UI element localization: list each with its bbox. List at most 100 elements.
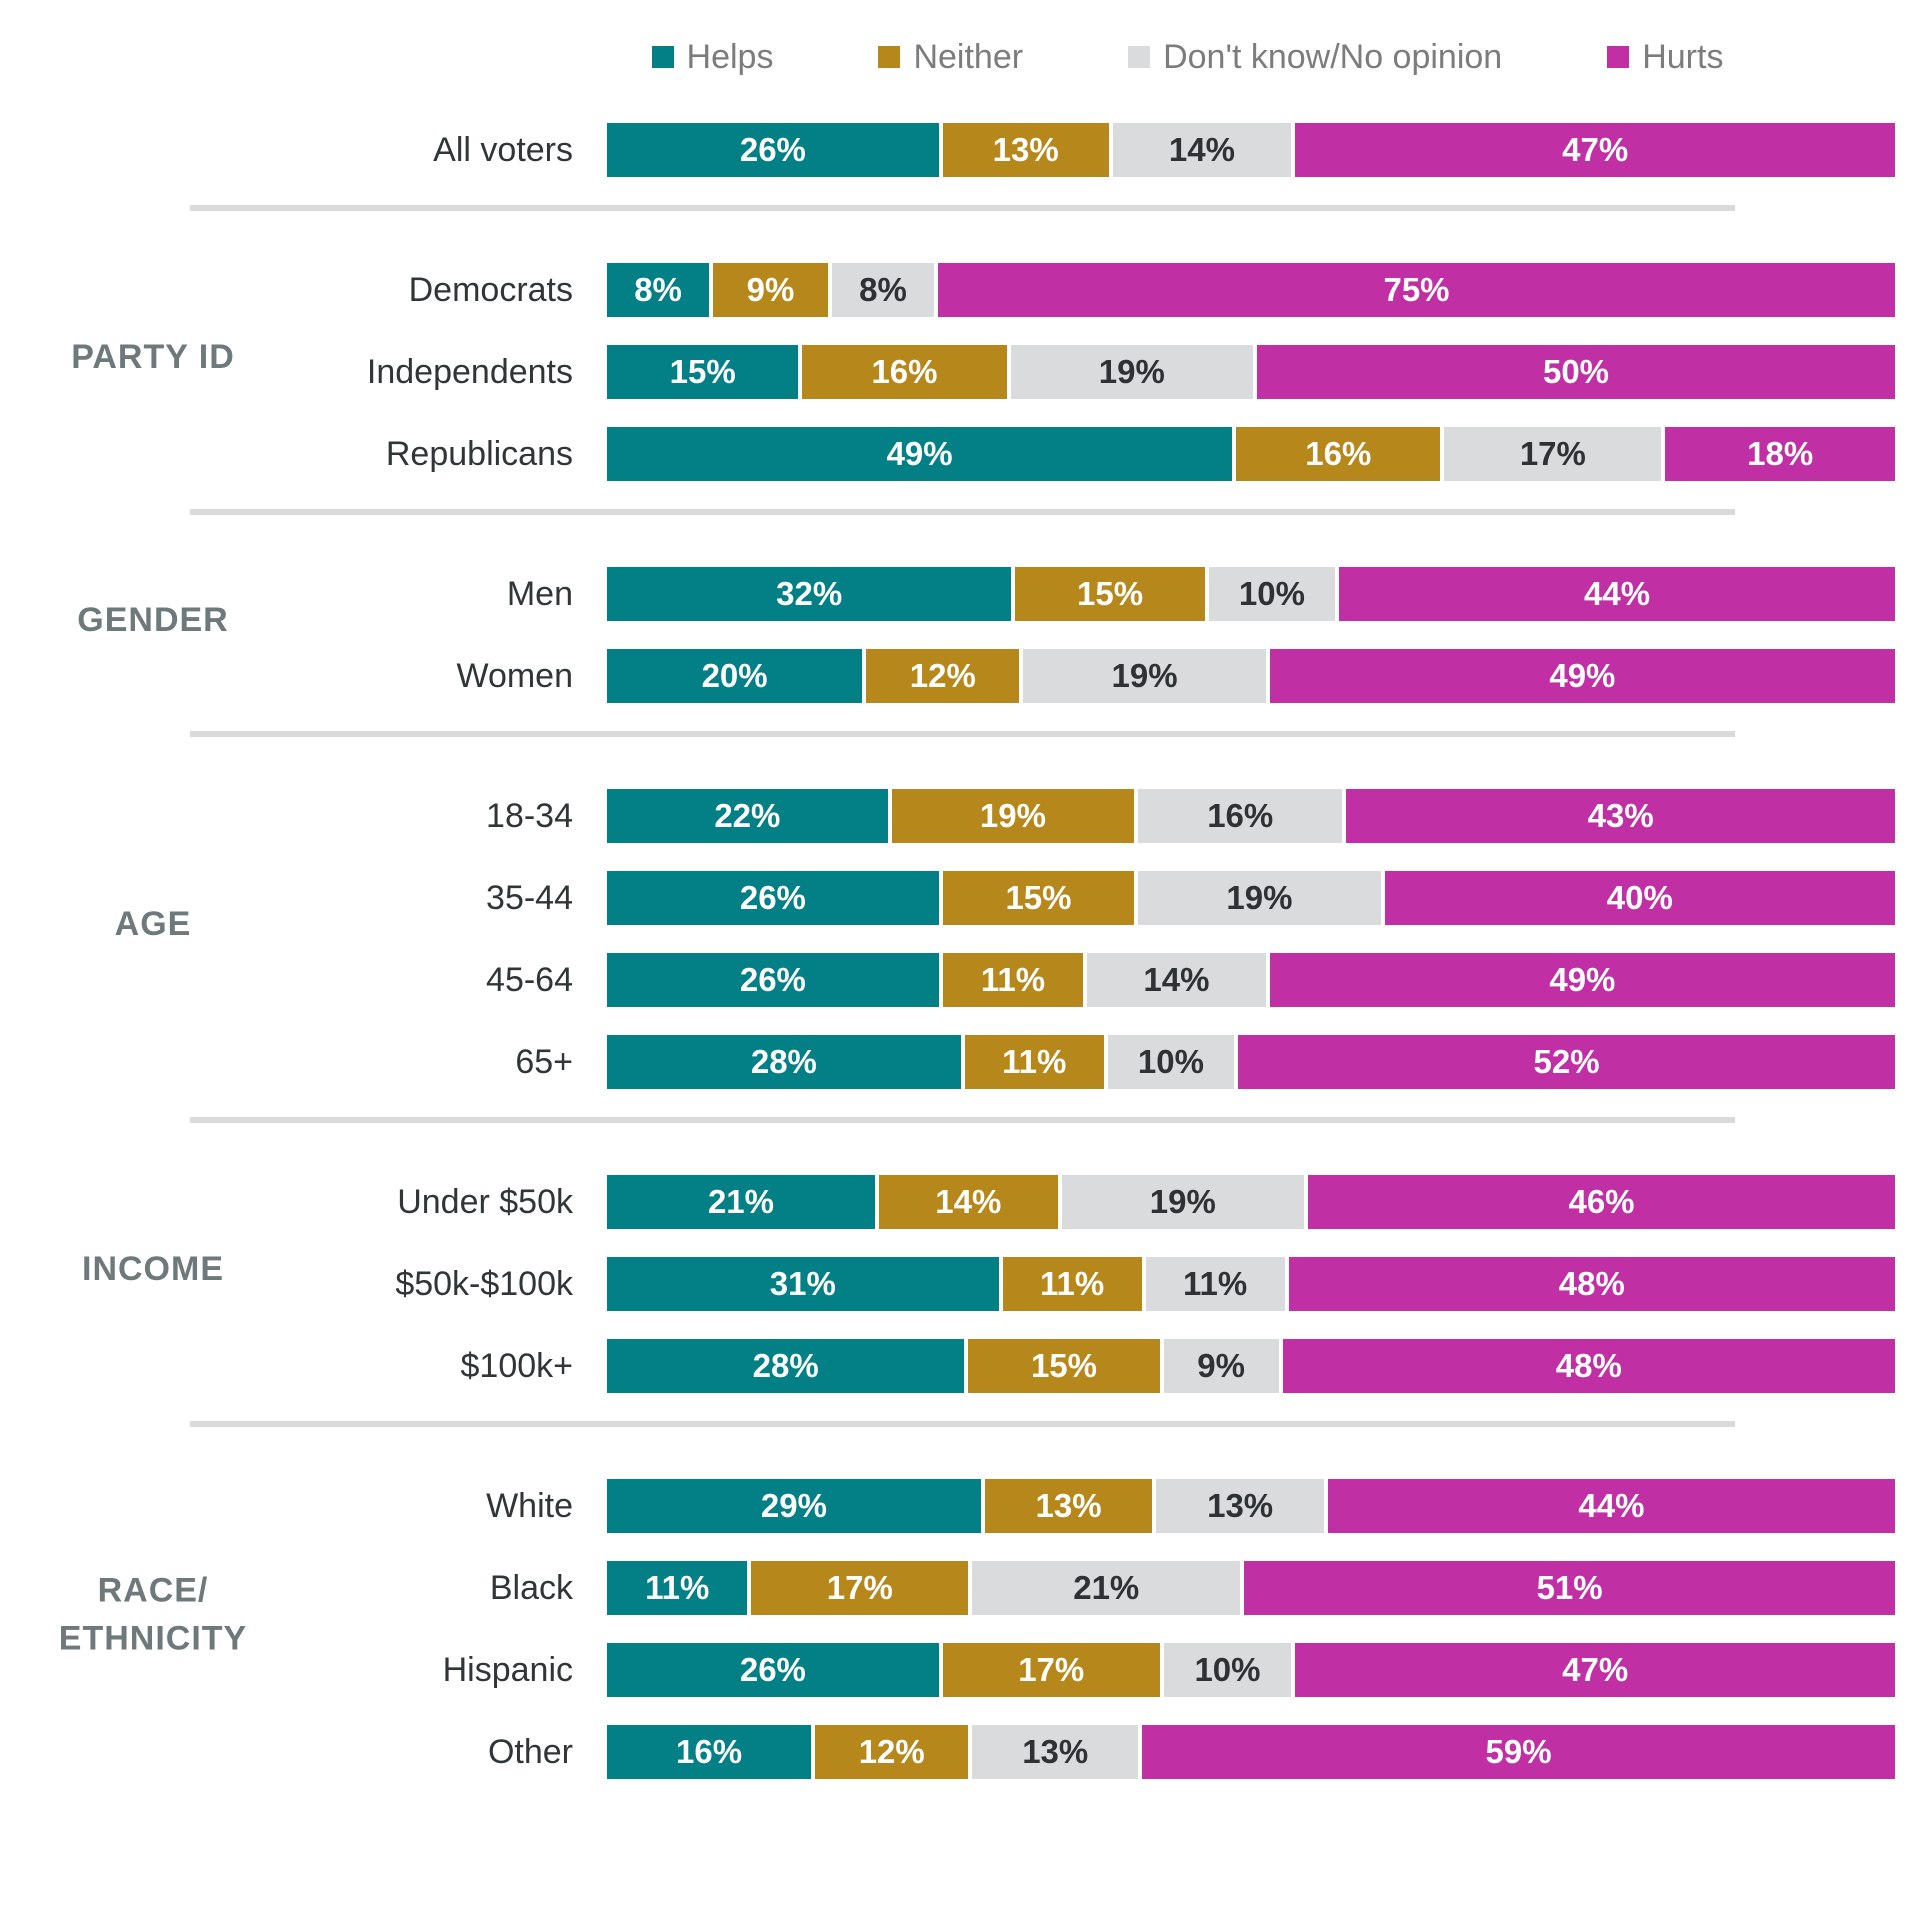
value-label: 8% — [634, 271, 682, 308]
section-divider — [190, 1117, 1735, 1123]
segment-helps: 11% — [607, 1561, 748, 1615]
segment-dont-know: 19% — [1023, 649, 1266, 703]
value-label: 16% — [676, 1733, 743, 1770]
value-label: 44% — [1578, 1487, 1645, 1524]
value-label: 46% — [1568, 1183, 1635, 1220]
row-label: $50k-$100k — [395, 1264, 573, 1303]
section-race-ethnicity: RACE/ ETHNICITY White 29% 13% 13% 44% Black 11%… — [0, 1479, 1920, 1779]
value-label: 13% — [1035, 1487, 1102, 1524]
segment-dont-know: 19% — [1010, 345, 1253, 399]
segment-dont-know: 14% — [1087, 953, 1266, 1007]
value-label: 21% — [1073, 1569, 1140, 1606]
value-label: 51% — [1536, 1569, 1603, 1606]
value-label: 52% — [1533, 1043, 1600, 1080]
segment-helps: 28% — [607, 1339, 965, 1393]
value-label: 19% — [1226, 879, 1293, 916]
chart-row: White 29% 13% 13% 44% — [0, 1479, 1920, 1533]
segment-neither: 15% — [968, 1339, 1160, 1393]
segment-hurts: 44% — [1327, 1479, 1896, 1533]
row-label: 65+ — [515, 1042, 573, 1081]
chart-row: $50k-$100k 31% 11% 11% 48% — [0, 1257, 1920, 1311]
row-label: Independents — [366, 352, 573, 391]
segment-dont-know: 9% — [1163, 1339, 1279, 1393]
segment-dont-know: 8% — [831, 263, 934, 317]
segment-hurts: 51% — [1244, 1561, 1895, 1615]
legend-swatch-neither-icon — [878, 46, 901, 68]
chart-body: All voters 26% 13% 14% 47% PARTY ID Democrats 8… — [0, 123, 1920, 1779]
segment-helps: 49% — [607, 427, 1233, 481]
segment-dont-know: 14% — [1112, 123, 1292, 177]
segment-dont-know: 10% — [1208, 567, 1336, 621]
segment-neither: 14% — [878, 1175, 1058, 1229]
legend-label: Hurts — [1642, 37, 1724, 76]
chart-row: 45-64 26% 11% 14% 49% — [0, 953, 1920, 1007]
segment-neither: 16% — [1236, 427, 1441, 481]
segment-hurts: 48% — [1288, 1257, 1895, 1311]
section-divider — [190, 205, 1735, 211]
stacked-bar: 26% 15% 19% 40% — [607, 871, 1896, 925]
stacked-bar-chart: Helps Neither Don't know/No opinion Hurts A… — [0, 37, 1920, 1779]
legend-swatch-dont-know-icon — [1128, 46, 1151, 68]
segment-neither: 19% — [891, 789, 1135, 843]
value-label: 19% — [1098, 353, 1165, 390]
segment-neither: 15% — [942, 871, 1135, 925]
stacked-bar: 11% 17% 21% 51% — [607, 1561, 1895, 1615]
value-label: 47% — [1562, 1651, 1629, 1688]
segment-helps: 28% — [607, 1035, 961, 1089]
segment-helps: 26% — [607, 871, 939, 925]
segment-neither: 12% — [815, 1725, 969, 1779]
stacked-bar: 15% 16% 19% 50% — [607, 345, 1895, 399]
row-label: White — [486, 1486, 573, 1525]
value-label: 49% — [1549, 657, 1616, 694]
segment-hurts: 18% — [1665, 427, 1895, 481]
segment-hurts: 46% — [1308, 1175, 1895, 1229]
segment-dont-know: 10% — [1163, 1643, 1292, 1697]
chart-row: Republicans 49% 16% 17% 18% — [0, 427, 1920, 481]
value-label: 49% — [886, 435, 953, 472]
legend-item-helps: Helps — [651, 38, 773, 77]
legend-label: Don't know/No opinion — [1163, 37, 1503, 76]
value-label: 26% — [739, 879, 806, 916]
value-label: 16% — [1305, 435, 1372, 472]
segment-helps: 21% — [607, 1175, 875, 1229]
legend-label: Neither — [913, 37, 1024, 76]
segment-hurts: 49% — [1269, 953, 1895, 1007]
segment-neither: 9% — [713, 263, 828, 317]
segment-neither: 13% — [984, 1479, 1153, 1533]
value-label: 19% — [1111, 657, 1178, 694]
value-label: 20% — [701, 657, 768, 694]
segment-helps: 8% — [607, 263, 710, 317]
segment-neither: 17% — [942, 1643, 1160, 1697]
segment-neither: 16% — [802, 345, 1007, 399]
stacked-bar: 28% 11% 10% 52% — [607, 1035, 1896, 1089]
segment-neither: 11% — [942, 953, 1084, 1007]
section-label: PARTY ID — [71, 338, 235, 377]
segment-neither: 12% — [866, 649, 1020, 703]
section-label: GENDER — [77, 601, 229, 640]
value-label: 8% — [859, 271, 907, 308]
value-label: 16% — [871, 353, 938, 390]
chart-row: Men 32% 15% 10% 44% — [0, 567, 1920, 621]
chart-row: Under $50k 21% 14% 19% 46% — [0, 1175, 1920, 1229]
segment-hurts: 59% — [1142, 1725, 1895, 1779]
segment-dont-know: 19% — [1138, 871, 1381, 925]
chart-row: 65+ 28% 11% 10% 52% — [0, 1035, 1920, 1089]
value-label: 26% — [739, 961, 806, 998]
stacked-bar: 26% 17% 10% 47% — [607, 1643, 1895, 1697]
segment-hurts: 75% — [938, 263, 1895, 317]
segment-helps: 16% — [607, 1725, 812, 1779]
value-label: 11% — [1002, 1043, 1067, 1080]
value-label: 26% — [739, 1651, 806, 1688]
value-label: 15% — [1030, 1347, 1098, 1384]
value-label: 17% — [1519, 435, 1586, 472]
value-label: 44% — [1584, 575, 1651, 612]
value-label: 18% — [1747, 435, 1814, 472]
chart-row: 18-34 22% 19% 16% 43% — [0, 789, 1920, 843]
row-label: Republicans — [385, 434, 573, 473]
segment-hurts: 49% — [1269, 649, 1895, 703]
segment-hurts: 50% — [1257, 345, 1895, 399]
segment-neither: 15% — [1015, 567, 1205, 621]
row-label: Women — [456, 656, 573, 695]
value-label: 14% — [935, 1183, 1002, 1220]
stacked-bar: 32% 15% 10% 44% — [607, 567, 1895, 621]
